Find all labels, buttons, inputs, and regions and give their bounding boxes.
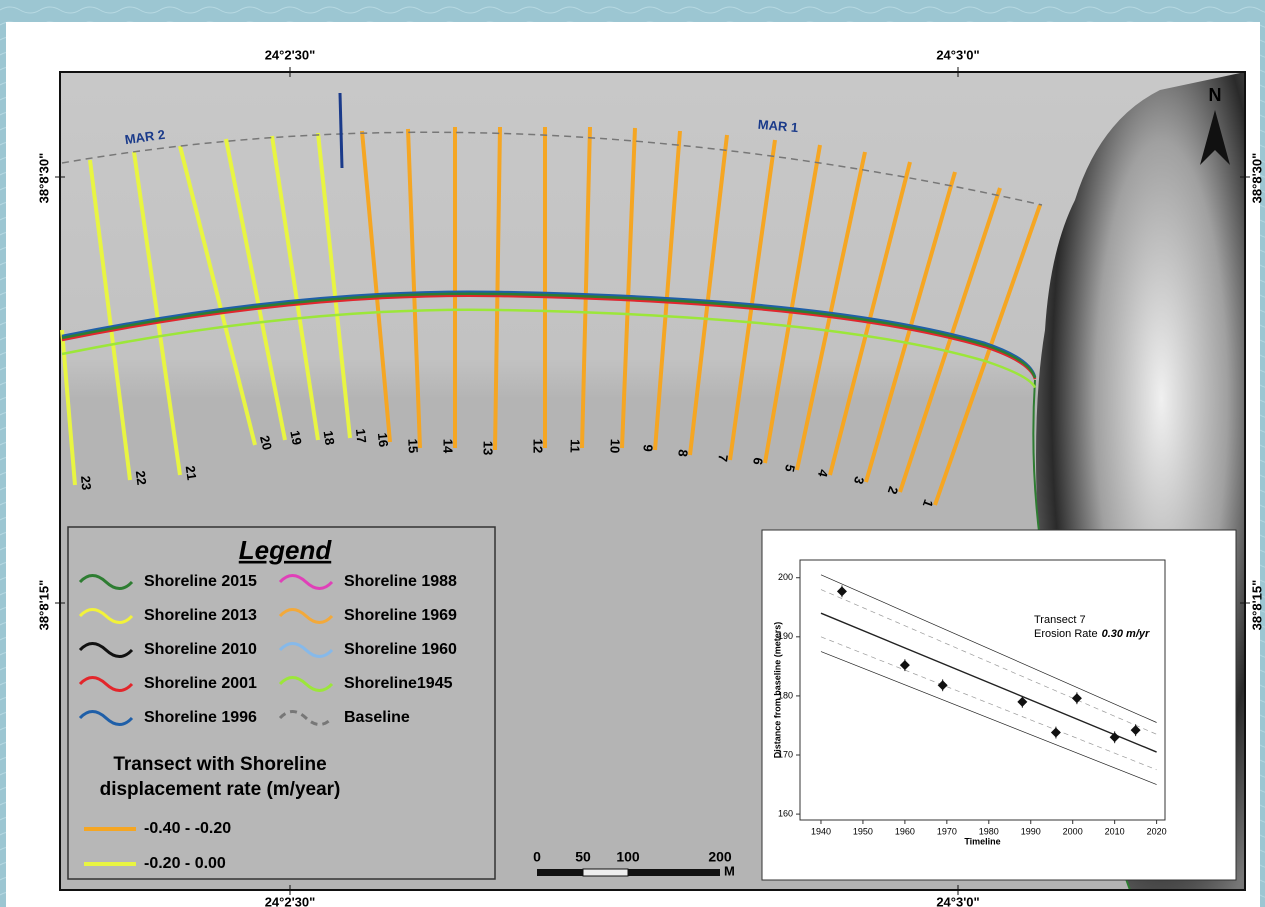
x-axis-label: Timeline xyxy=(964,836,1000,846)
coord-label: 24°2'30" xyxy=(265,894,316,907)
x-tick-label: 1950 xyxy=(853,826,873,836)
scale-bar xyxy=(628,869,720,876)
transect-label: 23 xyxy=(78,475,94,491)
transect-label: 15 xyxy=(405,438,421,453)
coord-label: 38°8'30" xyxy=(1249,153,1264,204)
legend-class-label: -0.20 - 0.00 xyxy=(144,855,226,872)
coord-label: 24°3'0" xyxy=(936,47,979,62)
transect-label: 16 xyxy=(375,432,391,448)
transect-label: 18 xyxy=(321,430,338,447)
x-tick-label: 2020 xyxy=(1147,826,1167,836)
coord-label: 24°2'30" xyxy=(265,47,316,62)
x-tick-label: 1940 xyxy=(811,826,831,836)
x-tick-label: 1960 xyxy=(895,826,915,836)
transect-label: 17 xyxy=(353,428,369,444)
legend-label: Shoreline 2013 xyxy=(144,607,257,624)
y-tick-label: 200 xyxy=(778,572,793,582)
legend-label: Shoreline 2010 xyxy=(144,641,257,658)
coord-label: 24°3'0" xyxy=(936,894,979,907)
transect-label: 12 xyxy=(531,439,546,453)
legend-label: Shoreline 1988 xyxy=(344,573,457,590)
legend-label: Shoreline 2015 xyxy=(144,573,257,590)
legend-label: Shoreline 1996 xyxy=(144,709,257,726)
page: 1234567891011121314151617181920212223MAR… xyxy=(0,0,1265,907)
transect-label: 21 xyxy=(183,465,200,481)
annotation-value: 0.30 m/yr xyxy=(1102,628,1150,640)
y-tick-label: 160 xyxy=(778,808,793,818)
scale-bar xyxy=(583,869,628,876)
transect-label: 9 xyxy=(640,444,656,452)
scale-label: 50 xyxy=(575,849,591,865)
x-tick-label: 1980 xyxy=(979,826,999,836)
y-axis-label: Distance from baseline (meters) xyxy=(772,622,782,759)
transect-label: 11 xyxy=(567,439,582,453)
legend-class-label: -0.40 - -0.20 xyxy=(144,820,231,837)
baseline-divider xyxy=(340,93,342,168)
scale-label: 100 xyxy=(616,849,640,865)
scale-label: 200 xyxy=(708,849,732,865)
coord-label: 38°8'15" xyxy=(1249,580,1264,631)
coord-label: 38°8'15" xyxy=(36,580,51,631)
legend-title: Legend xyxy=(239,535,333,565)
annotation: Transect 7 xyxy=(1034,614,1086,626)
transect-label: 10 xyxy=(607,439,623,454)
x-tick-label: 2000 xyxy=(1063,826,1083,836)
coord-label: 38°8'30" xyxy=(36,153,51,204)
transect-label: 22 xyxy=(133,470,150,486)
legend-section-title: Transect with Shoreline xyxy=(113,754,326,775)
annotation: Erosion Rate 0.30 m/yr xyxy=(1034,628,1150,640)
legend-label: Shoreline 1969 xyxy=(344,607,457,624)
legend-section-title: displacement rate (m/year) xyxy=(100,779,341,800)
annotation-prefix: Erosion Rate xyxy=(1034,628,1098,640)
x-tick-label: 1990 xyxy=(1021,826,1041,836)
transect-label: 13 xyxy=(480,441,495,456)
north-label: N xyxy=(1209,85,1222,105)
transect-label: 19 xyxy=(287,429,305,446)
legend-label: Shoreline1945 xyxy=(344,675,453,692)
legend-label: Shoreline 2001 xyxy=(144,675,257,692)
legend-label: Shoreline 1960 xyxy=(344,641,457,658)
x-tick-label: 1970 xyxy=(937,826,957,836)
transect-label: 14 xyxy=(441,439,456,454)
x-tick-label: 2010 xyxy=(1105,826,1125,836)
scale-bar xyxy=(537,869,583,876)
scale-label: 0 xyxy=(533,849,541,865)
scale-unit: M xyxy=(724,863,735,878)
legend-label: Baseline xyxy=(344,709,410,726)
